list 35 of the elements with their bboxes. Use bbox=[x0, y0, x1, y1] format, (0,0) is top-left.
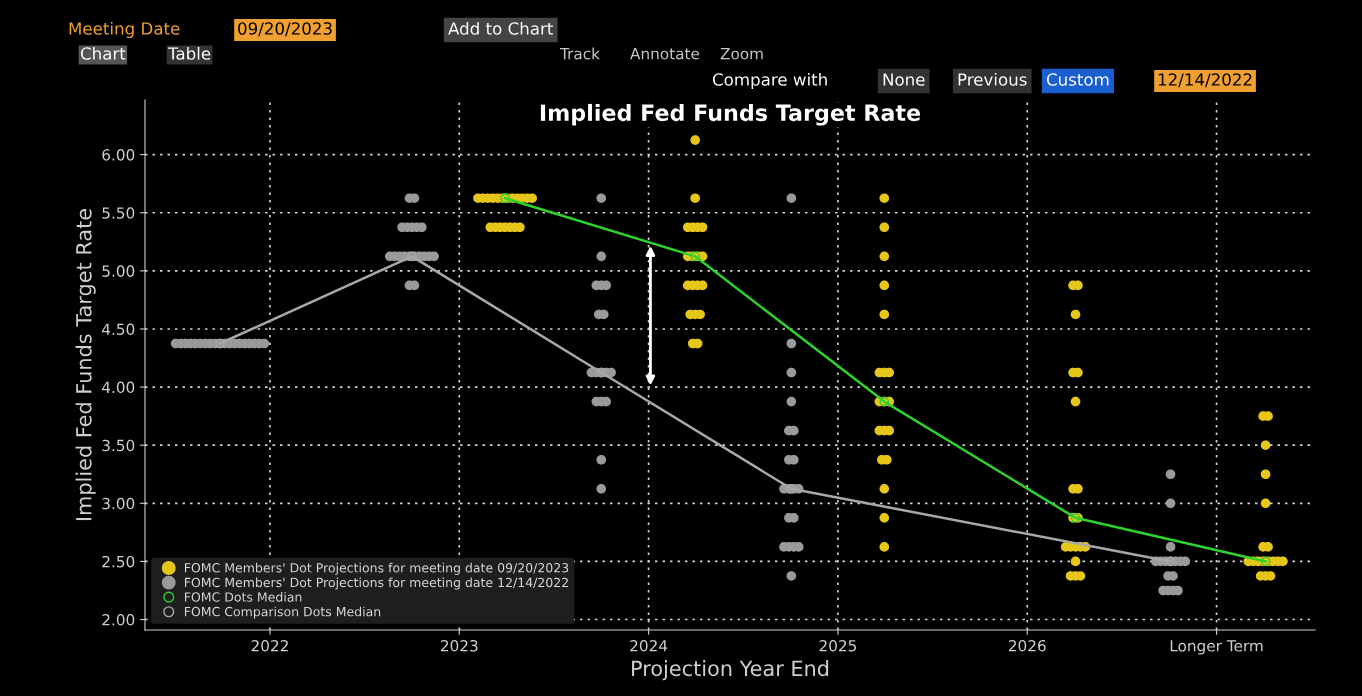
x-axis-title: Projection Year End bbox=[632, 660, 829, 681]
chart-title: Implied Fed Funds Target Rate bbox=[540, 103, 921, 126]
x-tick-label: 2025 bbox=[819, 639, 857, 652]
text: Table bbox=[167, 46, 211, 60]
text: Add to Chart bbox=[448, 21, 553, 35]
y-tick-label: 3.50 bbox=[102, 439, 135, 452]
text: Annotate bbox=[630, 48, 700, 60]
text: Meeting Date bbox=[69, 21, 180, 39]
text: Track bbox=[559, 47, 600, 60]
text: None bbox=[883, 73, 925, 86]
x-tick-label: Longer Term bbox=[1170, 640, 1263, 655]
text: Previous bbox=[958, 72, 1027, 86]
text: Zoom bbox=[720, 48, 763, 60]
legend-label: FOMC Dots Median bbox=[184, 592, 302, 602]
y-tick-label: 4.50 bbox=[102, 323, 135, 335]
y-tick-label: 5.50 bbox=[102, 207, 135, 219]
y-tick-label: 5.00 bbox=[102, 265, 135, 277]
y-axis-title: Implied Fed Funds Target Rate bbox=[75, 209, 96, 521]
text: Compare with bbox=[712, 72, 827, 90]
y-tick-label: 6.00 bbox=[102, 149, 135, 161]
legend-label: FOMC Comparison Dots Median bbox=[184, 606, 381, 619]
text: Chart bbox=[80, 46, 126, 60]
x-tick-label: 2026 bbox=[1008, 639, 1046, 652]
text: 09/20/2023 bbox=[238, 22, 332, 37]
y-tick-label: 3.00 bbox=[102, 497, 135, 510]
text: 12/14/2022 bbox=[1158, 73, 1252, 88]
text: Custom bbox=[1046, 73, 1109, 86]
x-tick-label: 2024 bbox=[630, 639, 668, 652]
legend-label: FOMC Members' Dot Projections for meeting date 12/14/2022 bbox=[184, 577, 568, 590]
y-tick-label: 2.00 bbox=[102, 614, 135, 626]
y-tick-label: 4.00 bbox=[102, 381, 135, 394]
x-tick-label: 2022 bbox=[251, 639, 288, 652]
y-tick-label: 2.50 bbox=[102, 555, 135, 568]
legend-label: FOMC Members' Dot Projections for meeting date 09/20/2023 bbox=[184, 562, 569, 575]
x-tick-label: 2023 bbox=[440, 639, 478, 652]
